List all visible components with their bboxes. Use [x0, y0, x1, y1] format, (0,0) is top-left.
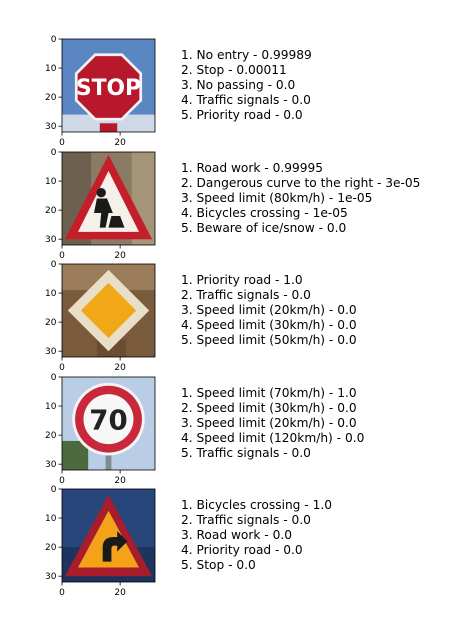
prediction-item: 5. Traffic signals - 0.0	[181, 446, 311, 460]
x-tick-label: 0	[59, 251, 65, 261]
prediction-item: 3. No passing - 0.0	[181, 78, 296, 92]
prediction-item: 5. Stop - 0.0	[181, 558, 256, 572]
prediction-item: 4. Bicycles crossing - 1e-05	[181, 206, 348, 220]
prediction-item: 1. Priority road - 1.0	[181, 273, 303, 287]
speed-limit-sign-icon: 70	[62, 377, 155, 470]
prediction-item: 4. Priority road - 0.0	[181, 543, 303, 557]
prediction-item: 2. Traffic signals - 0.0	[181, 513, 311, 527]
y-tick-label: 30	[45, 122, 57, 132]
prediction-item: 4. Speed limit (120km/h) - 0.0	[181, 431, 365, 445]
y-tick-label: 10	[45, 289, 57, 299]
top5-predictions: 1. Bicycles crossing - 1.0 2. Traffic sig…	[181, 498, 332, 573]
prediction-panel: 70 0 10 20 30 0 20 1. Speed limit (70km/h) - 1.…	[0, 346, 460, 486]
y-tick-label: 30	[45, 235, 57, 245]
x-tick-label: 20	[114, 363, 126, 373]
x-tick-label: 0	[59, 476, 65, 486]
axes-frame	[61, 488, 156, 583]
y-tick-label: 0	[51, 485, 57, 495]
x-tick-label: 20	[114, 476, 126, 486]
y-tick-label: 20	[45, 93, 57, 103]
prediction-item: 3. Road work - 0.0	[181, 528, 292, 542]
prediction-item: 3. Speed limit (80km/h) - 1e-05	[181, 191, 373, 205]
prediction-panel: STOP 0 10 20 30 0 20 1. No entry - 0.99989 2. St…	[0, 8, 460, 148]
axes-frame	[61, 263, 156, 358]
prediction-item: 1. Speed limit (70km/h) - 1.0	[181, 386, 357, 400]
prediction-item: 5. Speed limit (50km/h) - 0.0	[181, 333, 357, 347]
y-tick-label: 30	[45, 460, 57, 470]
top5-predictions: 1. Speed limit (70km/h) - 1.0 2. Speed li…	[181, 386, 364, 461]
axes-frame	[61, 376, 156, 471]
prediction-panel: 0 10 20 30 0 20 1. Road work - 0.99995 2. Dange…	[0, 121, 460, 261]
y-tick-label: 20	[45, 543, 57, 553]
axes-frame	[61, 38, 156, 133]
prediction-panel: 0 10 20 30 0 20 1. Bicycles crossing - 1.0 2. T…	[0, 458, 460, 598]
prediction-item: 1. No entry - 0.99989	[181, 48, 312, 62]
prediction-item: 4. Speed limit (30km/h) - 0.0	[181, 318, 357, 332]
top5-predictions: 1. Road work - 0.99995 2. Dangerous curve…	[181, 161, 420, 236]
prediction-item: 5. Priority road - 0.0	[181, 108, 303, 122]
prediction-item: 4. Traffic signals - 0.0	[181, 93, 311, 107]
y-tick-label: 0	[51, 148, 57, 158]
curve-right-sign-icon	[62, 489, 155, 582]
y-tick-label: 0	[51, 260, 57, 270]
priority-road-sign-icon	[62, 264, 155, 357]
prediction-item: 5. Beware of ice/snow - 0.0	[181, 221, 347, 235]
stop-sign-icon: STOP	[62, 39, 155, 132]
y-tick-label: 10	[45, 64, 57, 74]
prediction-panel: 0 10 20 30 0 20 1. Priority road - 1.0 2. Traff…	[0, 233, 460, 373]
x-tick-label: 20	[114, 251, 126, 261]
y-tick-label: 10	[45, 177, 57, 187]
x-tick-label: 20	[114, 588, 126, 598]
prediction-item: 2. Traffic signals - 0.0	[181, 288, 311, 302]
prediction-item: 2. Stop - 0.00011	[181, 63, 287, 77]
y-tick-label: 20	[45, 431, 57, 441]
y-tick-label: 30	[45, 572, 57, 582]
y-tick-label: 10	[45, 514, 57, 524]
x-tick-label: 0	[59, 363, 65, 373]
prediction-item: 3. Speed limit (20km/h) - 0.0	[181, 416, 357, 430]
x-tick-label: 20	[114, 138, 126, 148]
prediction-item: 1. Road work - 0.99995	[181, 161, 323, 175]
y-tick-label: 0	[51, 373, 57, 383]
prediction-item: 1. Bicycles crossing - 1.0	[181, 498, 332, 512]
prediction-item: 3. Speed limit (20km/h) - 0.0	[181, 303, 357, 317]
x-tick-label: 0	[59, 588, 65, 598]
sign-text: 70	[89, 403, 127, 436]
y-tick-label: 10	[45, 402, 57, 412]
prediction-item: 2. Speed limit (30km/h) - 0.0	[181, 401, 357, 415]
top5-predictions: 1. Priority road - 1.0 2. Traffic signals…	[181, 273, 357, 348]
y-tick-label: 30	[45, 347, 57, 357]
y-tick-label: 0	[51, 35, 57, 45]
prediction-item: 2. Dangerous curve to the right - 3e-05	[181, 176, 421, 190]
y-tick-label: 20	[45, 318, 57, 328]
y-tick-label: 20	[45, 206, 57, 216]
road-work-sign-icon	[62, 152, 155, 245]
axes-frame	[61, 151, 156, 246]
sign-text: STOP	[76, 76, 141, 101]
top5-predictions: 1. No entry - 0.99989 2. Stop - 0.00011 3.…	[181, 48, 312, 123]
x-tick-label: 0	[59, 138, 65, 148]
